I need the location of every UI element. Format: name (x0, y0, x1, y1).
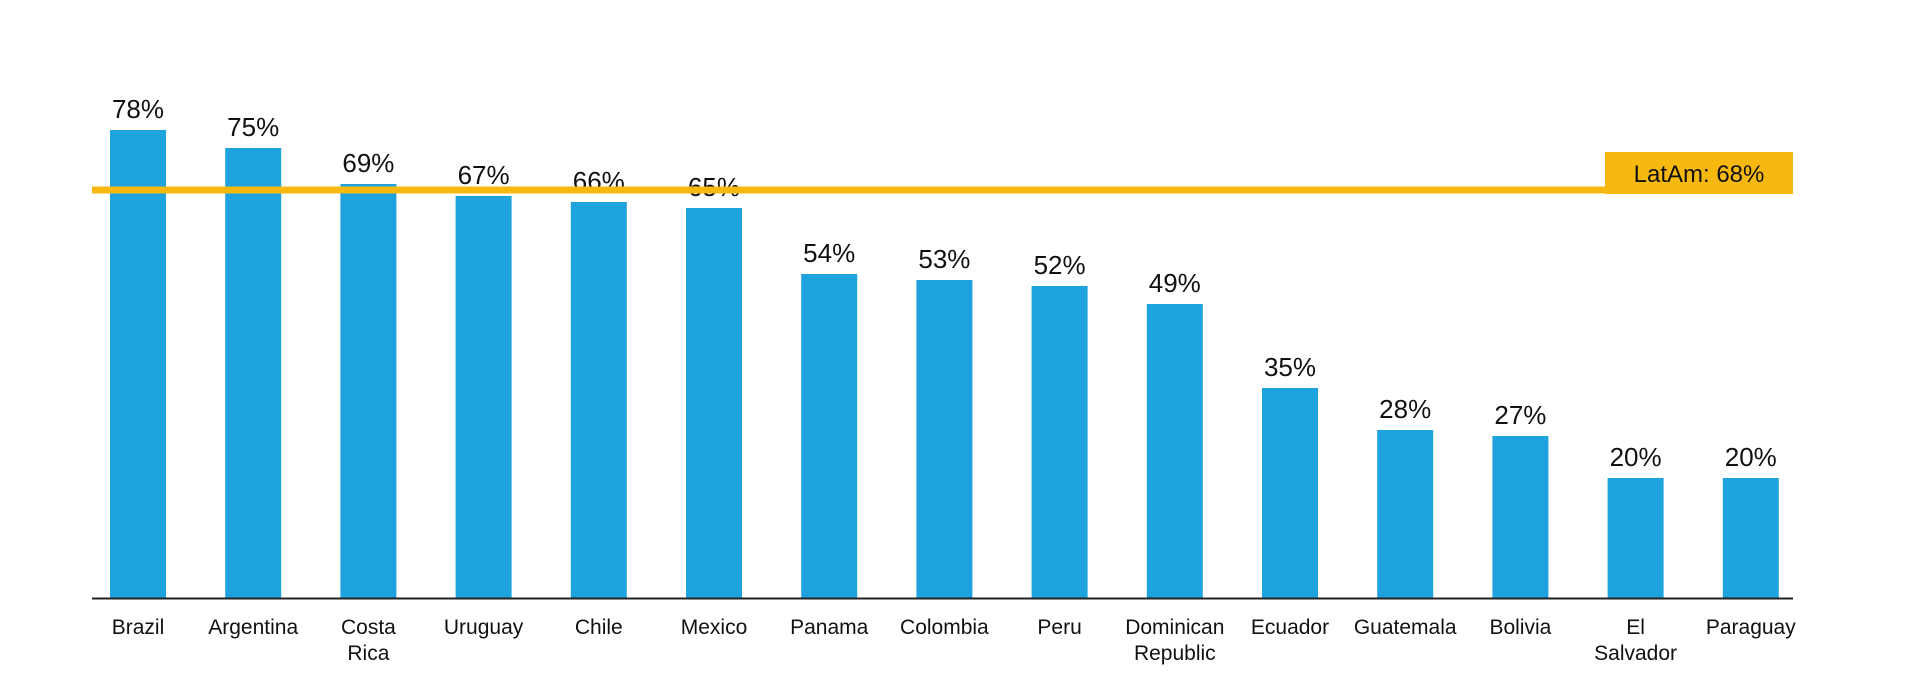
latam-average-label: LatAm: 68% (1634, 161, 1765, 188)
category-label: Colombia (900, 616, 989, 639)
bar-el-salvador (1607, 478, 1664, 598)
category-label: Paraguay (1706, 616, 1796, 639)
value-label: 49% (1149, 268, 1201, 298)
bar-costa-rica (340, 184, 397, 598)
bar-guatemala (1377, 430, 1434, 598)
bar-peru (1031, 286, 1088, 598)
bar-colombia (916, 280, 973, 598)
category-label: Argentina (208, 616, 298, 639)
value-label: 78% (112, 94, 164, 124)
reference-line-group: LatAm: 68% (92, 152, 1793, 194)
category-label: Mexico (681, 616, 748, 639)
value-label: 53% (918, 244, 970, 274)
bar-panama (801, 274, 858, 598)
value-label: 69% (342, 148, 394, 178)
bar-chile (570, 202, 627, 598)
bar-bolivia (1492, 436, 1549, 598)
value-label: 75% (227, 112, 279, 142)
category-labels-group: Brazil Argentina Costa Rica Uruguay Chile Mexi… (112, 616, 1797, 665)
value-label: 20% (1725, 442, 1777, 472)
category-label: El Salvador (1594, 616, 1677, 665)
bar-paraguay (1722, 478, 1779, 598)
category-label: Bolivia (1489, 616, 1551, 639)
value-label: 52% (1034, 250, 1086, 280)
category-label: Panama (790, 616, 869, 639)
category-label: Costa Rica (341, 616, 396, 665)
bar-ecuador (1262, 388, 1318, 598)
category-label: Peru (1037, 616, 1081, 639)
value-label: 27% (1494, 400, 1546, 430)
category-label: Guatemala (1354, 616, 1457, 639)
value-label: 28% (1379, 394, 1431, 424)
category-label: Uruguay (444, 616, 524, 639)
category-label: Chile (575, 616, 623, 639)
bar-uruguay (455, 196, 512, 598)
bar-brazil (110, 130, 166, 598)
bars-group (110, 130, 1779, 598)
bar-dominican-republic (1146, 304, 1203, 598)
value-label: 20% (1610, 442, 1662, 472)
bar-argentina (225, 148, 282, 598)
category-label: Ecuador (1251, 616, 1329, 639)
latam-average-label-box (1605, 152, 1793, 194)
value-label: 35% (1264, 352, 1316, 382)
category-label: Brazil (112, 616, 165, 639)
bar-mexico (686, 208, 742, 598)
value-label: 67% (458, 160, 510, 190)
value-label: 54% (803, 238, 855, 268)
category-label: Dominican Republic (1125, 616, 1224, 665)
